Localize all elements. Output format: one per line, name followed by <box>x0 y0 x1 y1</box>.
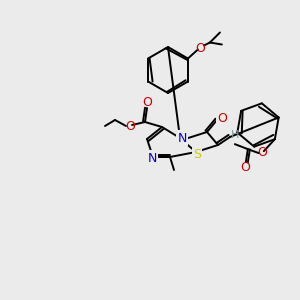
Text: O: O <box>195 42 205 55</box>
Text: N: N <box>147 152 157 164</box>
Text: N: N <box>177 131 187 145</box>
Text: O: O <box>125 119 135 133</box>
Text: N: N <box>147 152 157 164</box>
Text: S: S <box>193 148 201 160</box>
Text: O: O <box>257 146 267 159</box>
Text: O: O <box>217 112 227 124</box>
Text: H: H <box>231 130 239 140</box>
Text: N: N <box>177 131 187 145</box>
Text: S: S <box>193 148 201 160</box>
Text: O: O <box>240 160 250 174</box>
Text: O: O <box>217 112 227 124</box>
Text: O: O <box>142 97 152 110</box>
